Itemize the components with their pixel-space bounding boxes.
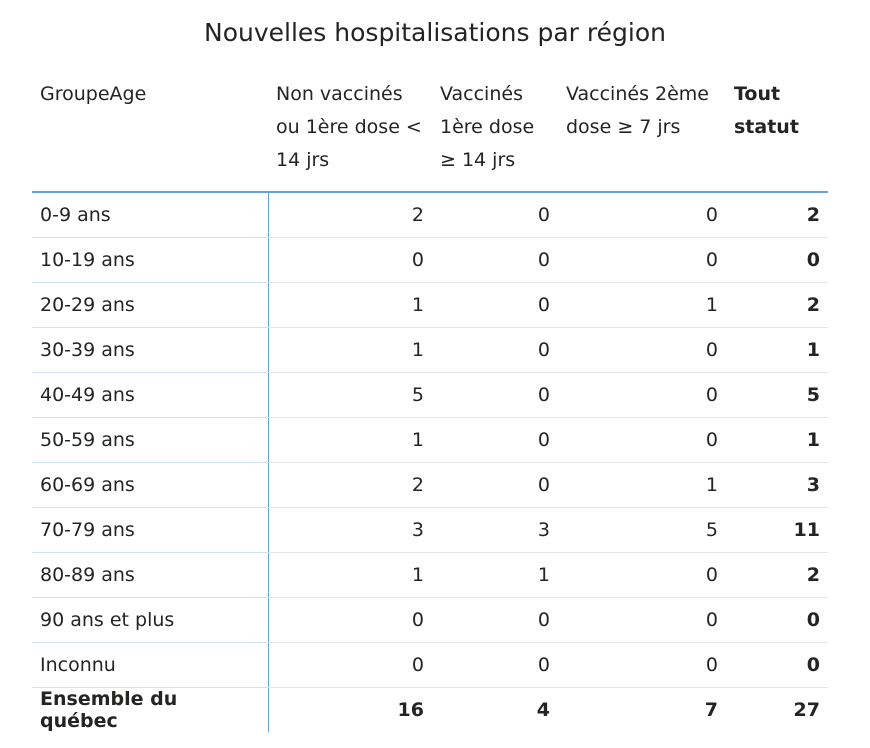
column-header: Vaccinés 1ère dose ≥ 14 jrs	[440, 83, 535, 171]
cell: 1	[268, 417, 432, 463]
cell: 2	[726, 552, 828, 598]
title: Nouvelles hospitalisations par région	[204, 18, 666, 47]
cell: 2	[726, 282, 828, 328]
row-label: 10-19 ans	[32, 237, 269, 283]
cell: 0	[432, 417, 558, 463]
cell: 27	[793, 699, 820, 721]
row-label: 70-79 ans	[32, 507, 269, 553]
table-header: GroupeAge Non vaccinés ou 1ère dose < 14 …	[32, 78, 828, 192]
cell: 0	[558, 417, 726, 463]
cell: 1	[726, 417, 828, 463]
column-header: Non vaccinés ou 1ère dose < 14 jrs	[276, 83, 422, 171]
table-row: 20-29 ans 1 0 1 2	[32, 282, 828, 328]
table-row: 70-79 ans 3 3 5 11	[32, 507, 828, 553]
cell: 5	[268, 372, 432, 418]
cell: 0	[558, 327, 726, 373]
cell: 0	[726, 237, 828, 283]
table-row: Inconnu 0 0 0 0	[32, 642, 828, 688]
table-row: 50-59 ans 1 0 0 1	[32, 417, 828, 463]
cell: 0	[432, 372, 558, 418]
cell: 0	[432, 462, 558, 508]
cell: 0	[558, 237, 726, 283]
table-row: 40-49 ans 5 0 0 5	[32, 372, 828, 418]
cell: 0	[558, 642, 726, 688]
cell: 1	[726, 327, 828, 373]
row-label: Inconnu	[32, 642, 269, 688]
data-table: GroupeAge Non vaccinés ou 1ère dose < 14 …	[32, 78, 828, 732]
table-row: 80-89 ans 1 1 0 2	[32, 552, 828, 598]
row-label: 60-69 ans	[32, 462, 269, 508]
cell: 1	[268, 552, 432, 598]
cell: 0	[432, 282, 558, 328]
cell: 0	[268, 597, 432, 643]
cell: 0	[432, 192, 558, 238]
total-row: Ensemble du québec 16 4 7 27	[32, 687, 828, 732]
table-row: 0-9 ans 2 0 0 2	[32, 192, 828, 238]
cell: 0	[558, 372, 726, 418]
row-label: Ensemble du québec	[32, 687, 269, 732]
column-header: Tout statut	[734, 83, 799, 138]
cell: 2	[268, 192, 432, 238]
cell: 11	[726, 507, 828, 553]
header-row: GroupeAge Non vaccinés ou 1ère dose < 14 …	[32, 78, 828, 192]
cell: 0	[558, 597, 726, 643]
row-label: 90 ans et plus	[32, 597, 269, 643]
cell: 1	[268, 282, 432, 328]
cell: 4	[536, 699, 550, 721]
cell: 16	[397, 699, 424, 721]
cell: 0	[268, 642, 432, 688]
cell: 0	[558, 192, 726, 238]
cell: 1	[558, 282, 726, 328]
cell: 0	[432, 642, 558, 688]
table-body: 0-9 ans 2 0 0 2 10-19 ans 0 0 0 0 20-29 ans 1 0 1 2 30-…	[32, 192, 828, 732]
row-label: 20-29 ans	[32, 282, 269, 328]
cell: 0	[432, 327, 558, 373]
row-label: 30-39 ans	[32, 327, 269, 373]
cell: 2	[268, 462, 432, 508]
cell: 3	[726, 462, 828, 508]
cell: 1	[268, 327, 432, 373]
cell: 5	[558, 507, 726, 553]
cell: 0	[432, 237, 558, 283]
cell: 2	[726, 192, 828, 238]
table-row: 10-19 ans 0 0 0 0	[32, 237, 828, 283]
cell: 0	[726, 597, 828, 643]
column-header: Vaccinés 2ème dose ≥ 7 jrs	[566, 83, 709, 138]
cell: 0	[726, 642, 828, 688]
cell: 7	[704, 699, 718, 721]
column-header: GroupeAge	[40, 83, 147, 105]
row-label: 40-49 ans	[32, 372, 269, 418]
table-row: 30-39 ans 1 0 0 1	[32, 327, 828, 373]
cell: 3	[268, 507, 432, 553]
cell: 0	[558, 552, 726, 598]
cell: 0	[432, 597, 558, 643]
cell: 0	[268, 237, 432, 283]
row-label: 80-89 ans	[32, 552, 269, 598]
table-row: 90 ans et plus 0 0 0 0	[32, 597, 828, 643]
row-label: 50-59 ans	[32, 417, 269, 463]
cell: 1	[558, 462, 726, 508]
row-label: 0-9 ans	[32, 192, 269, 238]
cell: 5	[726, 372, 828, 418]
cell: 3	[432, 507, 558, 553]
table-row: 60-69 ans 2 0 1 3	[32, 462, 828, 508]
cell: 1	[432, 552, 558, 598]
